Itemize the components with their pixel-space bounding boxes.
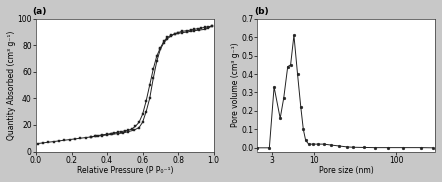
Y-axis label: Pore volume (cm³ g⁻¹): Pore volume (cm³ g⁻¹) [231,43,240,127]
X-axis label: Pore size (nm): Pore size (nm) [319,166,373,175]
Text: (a): (a) [32,7,47,16]
Y-axis label: Quantity Absorbed (cm³ g⁻¹): Quantity Absorbed (cm³ g⁻¹) [7,30,16,140]
X-axis label: Relative Pressure (P P₀⁻¹): Relative Pressure (P P₀⁻¹) [76,166,173,175]
Text: (b): (b) [254,7,268,16]
